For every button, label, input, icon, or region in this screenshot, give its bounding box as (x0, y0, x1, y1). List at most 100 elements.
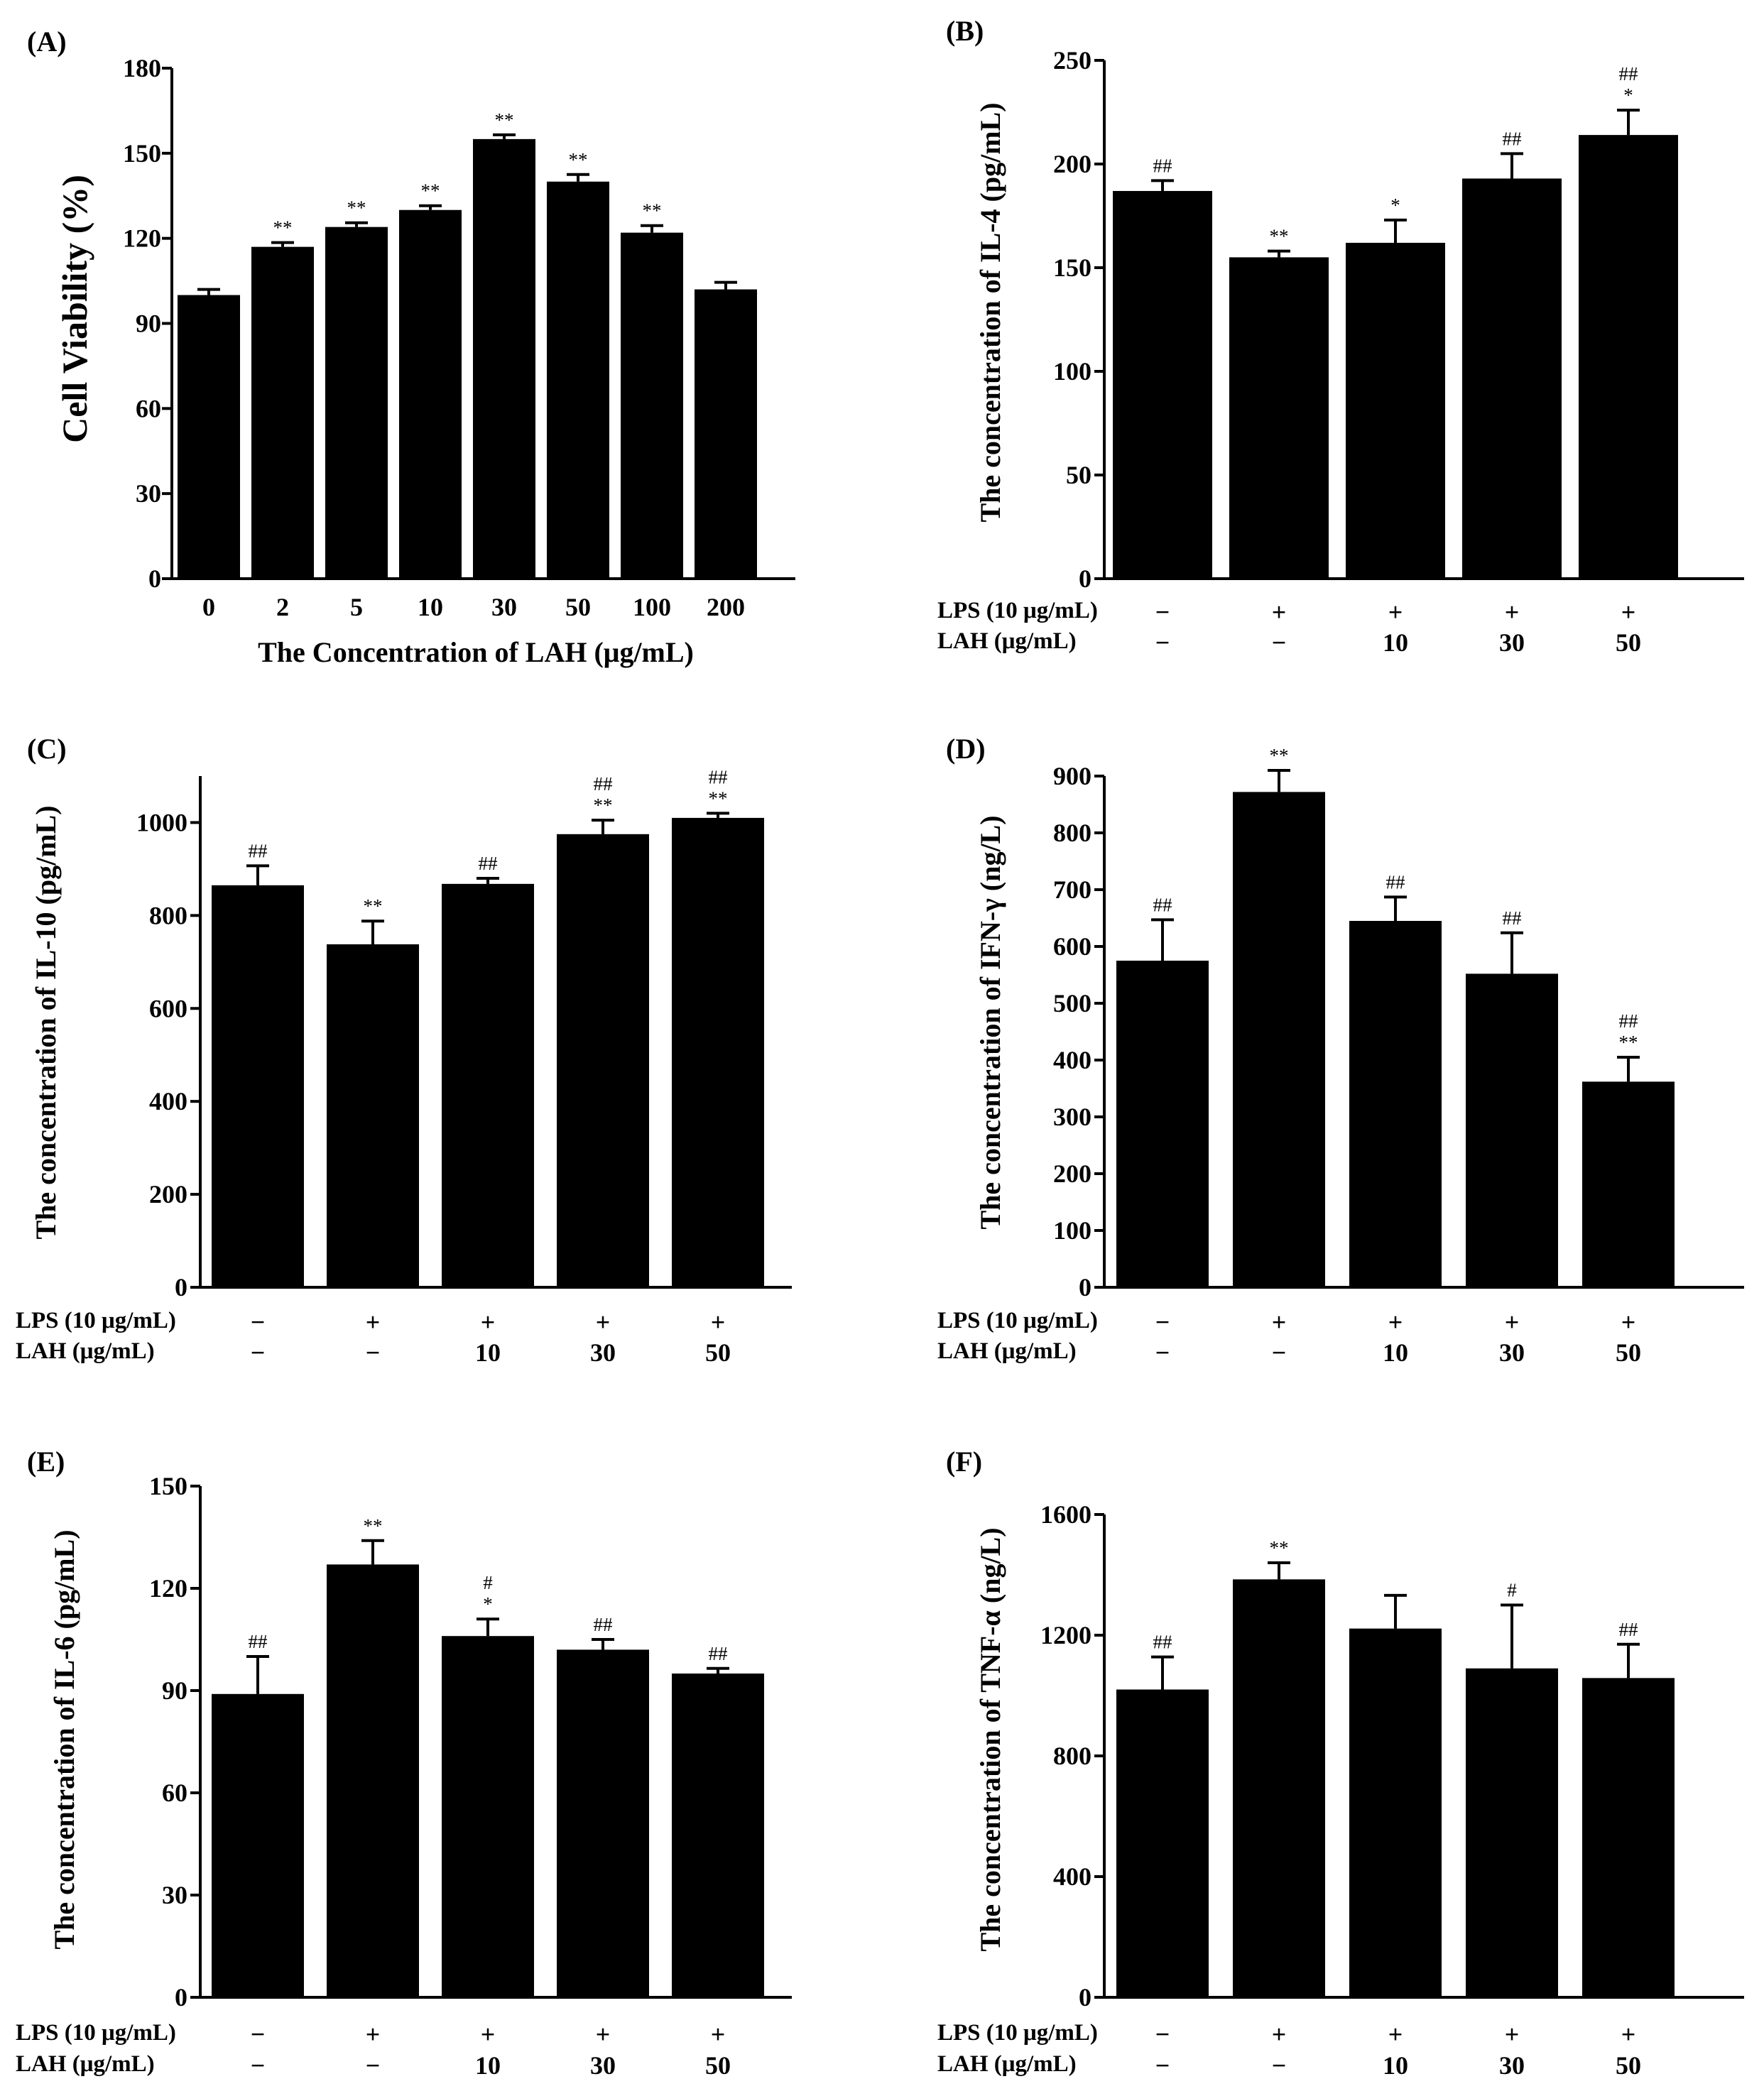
panel-b-significance-mark: * (1390, 195, 1400, 216)
panel-e-condition-value: 30 (590, 2051, 616, 2080)
panel-a-bar (695, 289, 757, 579)
panel-a-x-tick-label: 50 (565, 593, 591, 621)
panel-c-condition-value: 10 (475, 1338, 501, 1367)
panel-b-y-axis-title: The concentration of IL-4 (pg/mL) (974, 102, 1006, 522)
panel-d-y-tick-label: 200 (1053, 1159, 1091, 1188)
panel-a-bar (178, 295, 240, 579)
panel-d-lah-row-label: LAH (μg/mL) (937, 1338, 1077, 1364)
panel-e-condition-value: − (251, 2051, 266, 2080)
panel-f-condition-value: − (1272, 2051, 1287, 2080)
panel-d-significance-mark: ** (1270, 745, 1289, 766)
panel-e-y-axis-title: The concentration of IL-6 (pg/mL) (48, 1529, 80, 1949)
panel-b-y-tick-label: 150 (1053, 253, 1091, 282)
panel-a-bar (473, 138, 535, 579)
panel-e-significance-mark: ## (594, 1614, 614, 1635)
panel-c-bar (557, 834, 649, 1287)
panel-c-condition-value: − (366, 1338, 381, 1367)
panel-e-condition-value: + (366, 2020, 381, 2048)
panel-d-significance-mark: ## (1386, 871, 1406, 893)
panel-a-significance-mark: ** (643, 200, 662, 222)
panel-d-bar (1233, 792, 1325, 1287)
panel-a-significance-mark: ** (569, 149, 588, 170)
panel-e-y-tick-label: 30 (162, 1881, 187, 1909)
panel-b-lah-row-label: LAH (μg/mL) (937, 628, 1077, 654)
panel-d-y-tick-label: 100 (1053, 1216, 1091, 1245)
panel-d-bar (1582, 1081, 1675, 1287)
panel-e-y-tick-label: 90 (162, 1676, 187, 1705)
panel-b-condition-value: 10 (1383, 628, 1408, 657)
panel-d-condition-value: 50 (1616, 1338, 1641, 1367)
panel-e-significance-mark: ** (364, 1515, 383, 1536)
panel-b-significance-mark: ## (1619, 63, 1639, 84)
panel-c-y-tick-label: 600 (149, 994, 187, 1022)
panel-e-chart: (E) The concentration of IL-6 (pg/mL) LP… (16, 1446, 792, 2080)
panel-f-bar (1582, 1678, 1675, 1997)
panel-a-label: (A) (27, 26, 67, 58)
panel-b-significance-mark: ## (1503, 128, 1523, 149)
panel-f-condition-value: 10 (1383, 2051, 1408, 2080)
panel-b-condition-value: + (1388, 598, 1403, 626)
panel-e-condition-value: 50 (705, 2051, 731, 2080)
panel-f-condition-value: + (1272, 2020, 1287, 2048)
panel-b-label: (B) (946, 15, 984, 47)
panel-e-y-tick-label: 120 (149, 1574, 187, 1603)
panel-f-y-axis-title: The concentration of TNF-α (ng/L) (974, 1527, 1006, 1951)
panel-d-bar (1466, 973, 1558, 1287)
panel-d-y-tick-label: 700 (1053, 875, 1091, 904)
panel-e-bar (442, 1636, 534, 1997)
panel-c-condition-value: − (251, 1308, 266, 1336)
panel-d-condition-value: + (1505, 1308, 1520, 1336)
panel-d-y-tick-label: 500 (1053, 989, 1091, 1017)
panel-e-lah-row-label: LAH (μg/mL) (16, 2051, 155, 2077)
panel-b-condition-value: + (1272, 598, 1287, 626)
panel-a-y-tick-label: 0 (148, 564, 161, 593)
panel-c-label: (C) (27, 733, 67, 765)
panel-e-significance-mark: ## (709, 1643, 729, 1664)
panel-e-condition-value: − (251, 2020, 266, 2048)
panel-f-significance-mark: ** (1270, 1537, 1289, 1559)
panel-b-significance-mark: ** (1270, 226, 1289, 247)
panel-a-y-tick-label: 30 (136, 479, 161, 508)
panel-a-chart: (A) Cell Viability (%) The Concentration… (27, 26, 795, 668)
panel-e-condition-value: + (711, 2020, 726, 2048)
panel-b-condition-value: 30 (1499, 628, 1525, 657)
panel-a-y-tick-label: 120 (123, 224, 161, 253)
panel-e-y-tick-label: 60 (162, 1779, 187, 1807)
panel-f-significance-mark: ## (1619, 1619, 1639, 1640)
panel-c-condition-value: + (596, 1308, 611, 1336)
panel-c-condition-value: + (711, 1308, 726, 1336)
panel-a-x-tick-label: 2 (276, 593, 289, 621)
panel-f-y-tick-label: 0 (1079, 1983, 1091, 2012)
panel-b-significance-mark: ## (1153, 155, 1173, 176)
panel-b-bar (1229, 257, 1329, 579)
panel-e-significance-mark: # (483, 1572, 493, 1593)
panel-a-x-tick-label: 100 (633, 593, 671, 621)
panel-d-significance-mark: ## (1503, 907, 1523, 929)
panel-f-condition-value: + (1388, 2020, 1403, 2048)
panel-b-y-tick-label: 0 (1079, 564, 1091, 593)
panel-c-condition-value: − (251, 1338, 266, 1367)
panel-f-significance-mark: ## (1153, 1632, 1173, 1653)
panel-f-condition-value: + (1505, 2020, 1520, 2048)
panel-c-significance-mark: ## (249, 840, 268, 861)
panel-d-bar (1116, 961, 1209, 1287)
panel-a-significance-mark: ** (347, 197, 366, 219)
panel-a-y-tick-label: 60 (136, 394, 161, 422)
panel-e-y-tick-label: 0 (175, 1983, 187, 2012)
panel-b-condition-value: − (1155, 628, 1170, 657)
panel-b-y-tick-label: 50 (1066, 461, 1091, 489)
panel-f-bar (1349, 1628, 1442, 1997)
panel-d-chart: (D) The concentration of IFN-γ (ng/L) LP… (937, 733, 1744, 1367)
panel-f-y-tick-label: 800 (1053, 1742, 1091, 1770)
panel-e-bar (672, 1674, 764, 1997)
panel-d-condition-value: + (1388, 1308, 1403, 1336)
panel-f-bar (1233, 1579, 1325, 1997)
panel-d-y-tick-label: 300 (1053, 1103, 1091, 1131)
panel-c-significance-mark: ** (594, 795, 613, 816)
panel-f-label: (F) (946, 1446, 982, 1478)
panel-e-significance-mark: ## (249, 1631, 268, 1652)
panel-d-condition-value: + (1272, 1308, 1287, 1336)
panel-d-lps-row-label: LPS (10 μg/mL) (937, 1308, 1098, 1333)
panel-f-bar (1466, 1668, 1558, 1997)
